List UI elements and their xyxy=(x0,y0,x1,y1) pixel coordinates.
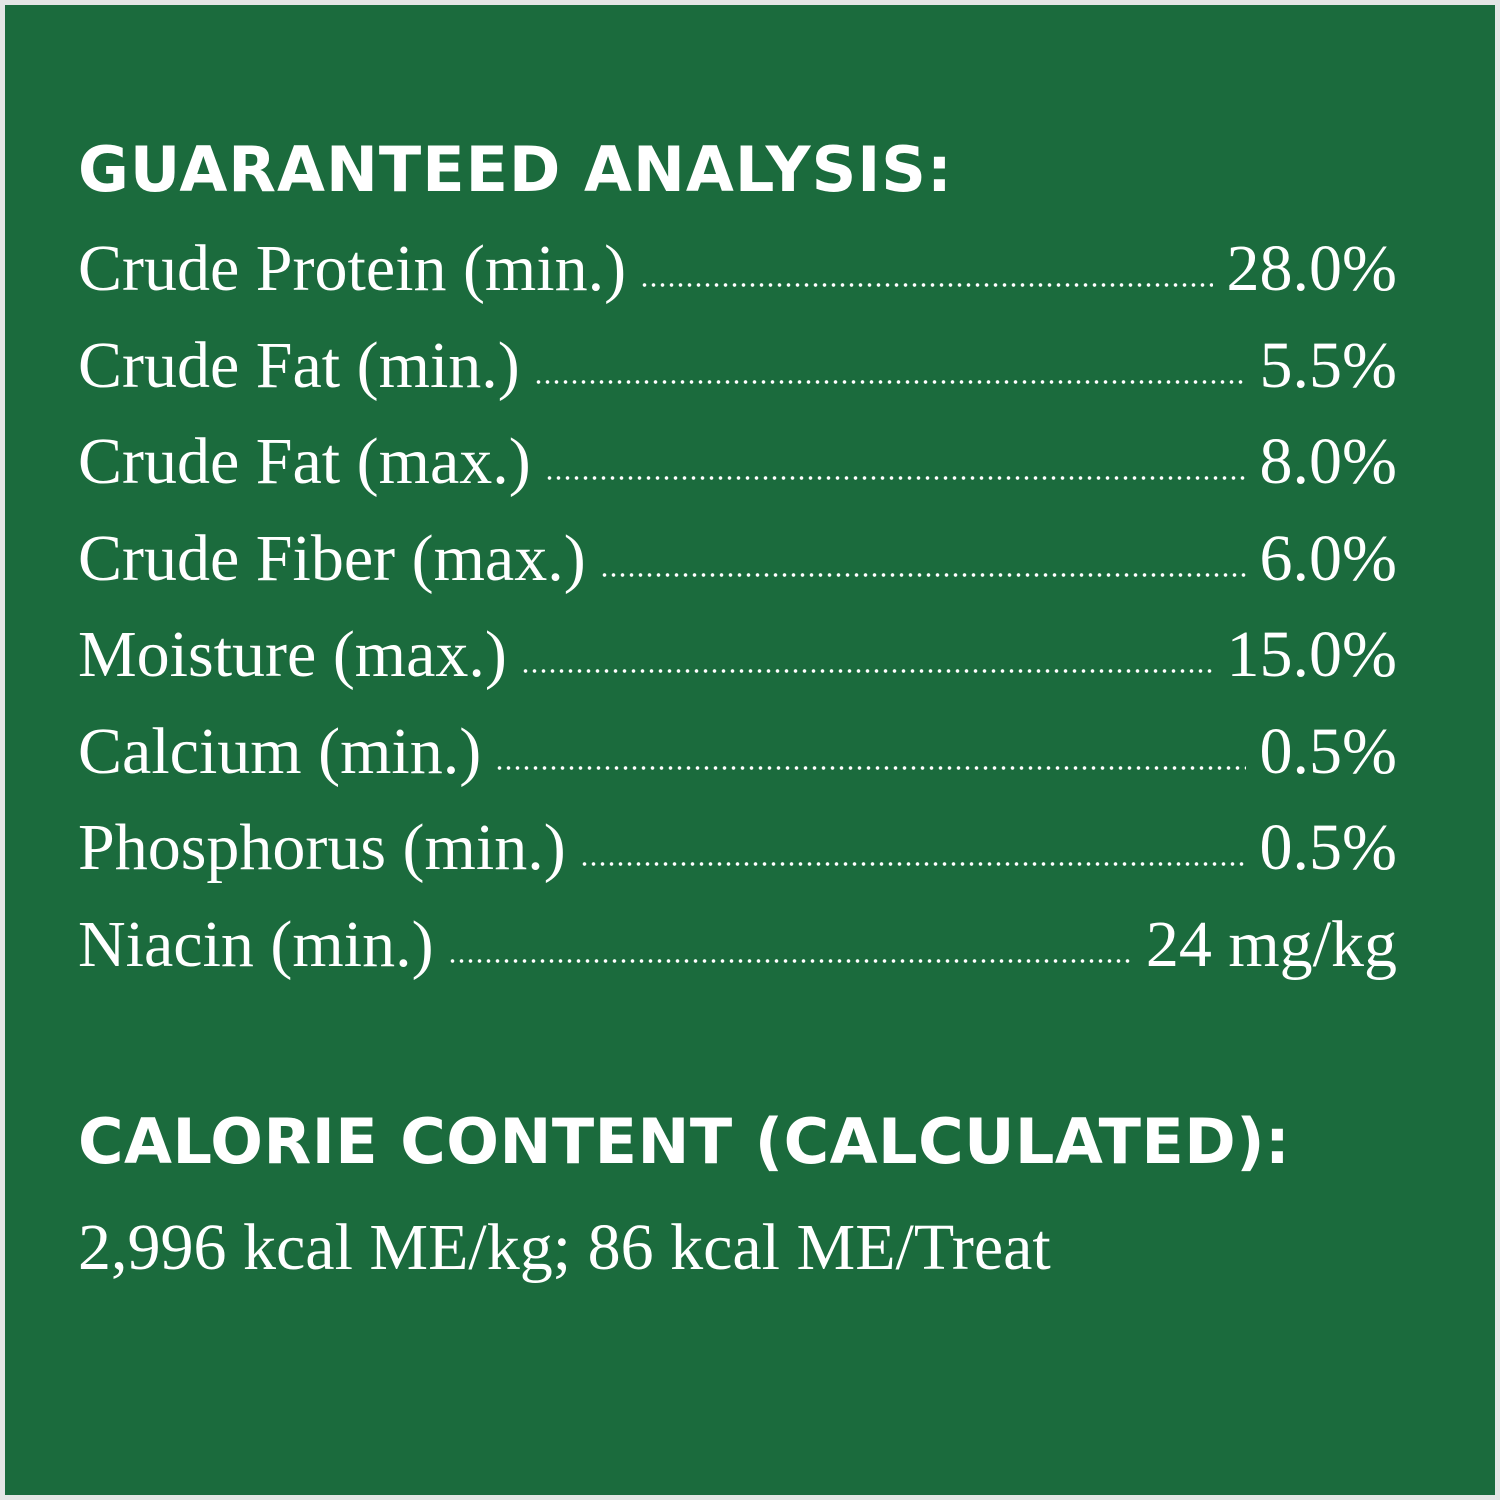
analysis-row: Calcium (min.) 0.5% xyxy=(78,714,1397,794)
calorie-content-heading: CALORIE CONTENT (CALCULATED): xyxy=(78,1105,1291,1178)
nutrient-value: 15.0% xyxy=(1226,618,1397,691)
dot-leader xyxy=(533,378,1246,385)
guaranteed-analysis-heading: GUARANTEED ANALYSIS: xyxy=(78,133,953,206)
nutrient-label: Niacin (min.) xyxy=(78,907,434,981)
analysis-row: Phosphorus (min.) 0.5% xyxy=(78,810,1397,890)
nutrient-value: 6.0% xyxy=(1259,521,1397,595)
dot-leader xyxy=(640,282,1213,288)
nutrient-value: 0.5% xyxy=(1259,811,1397,884)
analysis-row: Moisture (max.) 15.0% xyxy=(78,617,1397,697)
dot-leader xyxy=(447,957,1132,964)
calorie-content-text: 2,996 kcal ME/kg; 86 kcal ME/Treat xyxy=(78,1211,1051,1284)
dot-leader xyxy=(520,668,1213,674)
analysis-row: Crude Fat (min.) 5.5% xyxy=(78,328,1397,408)
label-panel: GUARANTEED ANALYSIS: Crude Protein (min.… xyxy=(5,5,1495,1495)
nutrient-value: 28.0% xyxy=(1226,232,1397,305)
nutrient-label: Phosphorus (min.) xyxy=(78,811,566,884)
nutrient-label: Crude Fat (max.) xyxy=(78,425,531,498)
nutrient-label: Moisture (max.) xyxy=(78,618,507,691)
nutrient-value: 24 mg/kg xyxy=(1145,907,1397,981)
dot-leader xyxy=(599,571,1246,578)
nutrient-label: Calcium (min.) xyxy=(78,714,482,788)
nutrient-value: 0.5% xyxy=(1259,714,1397,788)
dot-leader xyxy=(579,861,1246,867)
dot-leader xyxy=(495,764,1246,771)
analysis-row: Niacin (min.) 24 mg/kg xyxy=(78,907,1397,987)
analysis-row: Crude Fiber (max.) 6.0% xyxy=(78,521,1397,601)
analysis-row: Crude Protein (min.) 28.0% xyxy=(78,231,1397,311)
nutrient-value: 5.5% xyxy=(1259,328,1397,402)
nutrient-label: Crude Fat (min.) xyxy=(78,328,520,402)
nutrient-label: Crude Fiber (max.) xyxy=(78,521,586,595)
dot-leader xyxy=(544,475,1246,481)
analysis-row: Crude Fat (max.) 8.0% xyxy=(78,424,1397,504)
nutrient-value: 8.0% xyxy=(1259,425,1397,498)
nutrient-label: Crude Protein (min.) xyxy=(78,232,627,305)
